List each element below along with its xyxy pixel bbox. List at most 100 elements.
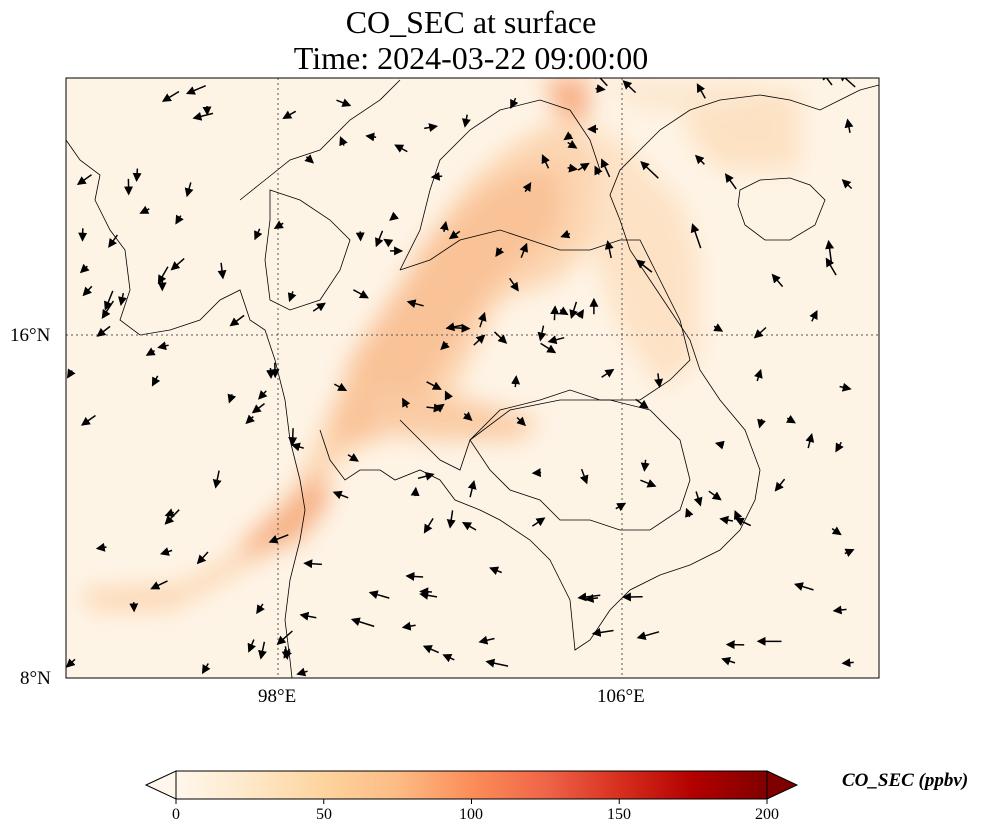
wind-arrow (721, 656, 736, 666)
wind-arrow (170, 258, 185, 271)
wind-arrow (389, 211, 399, 221)
wind-arrow (446, 510, 456, 529)
wind-arrow (567, 163, 579, 173)
wind-arrow (844, 548, 855, 557)
wind-arrow (693, 491, 703, 507)
wind-arrow (227, 393, 237, 404)
wind-arrow (132, 168, 142, 182)
wind-arrow (640, 459, 650, 472)
wind-arrow (339, 136, 348, 147)
wind-arrow (347, 453, 359, 462)
map-frame (65, 77, 880, 679)
wind-arrow (139, 205, 150, 214)
colorbar (144, 770, 799, 804)
wind-arrow (636, 631, 660, 640)
wind-arrow (537, 325, 547, 342)
wind-arrow (406, 299, 424, 309)
wind-arrow (145, 347, 156, 356)
wind-arrow (254, 228, 263, 241)
wind-arrow (579, 468, 589, 485)
wind-arrow (312, 302, 326, 312)
wind-arrow (595, 84, 606, 94)
wind-arrow (708, 490, 722, 501)
wind-arrow (493, 331, 508, 344)
wind-arrow (714, 440, 725, 450)
wind-arrow (444, 390, 453, 401)
wind-arrow (299, 611, 317, 621)
wind-arrow (287, 291, 297, 303)
wind-arrow (175, 214, 184, 225)
wind-arrow (575, 309, 585, 320)
wind-arrow (79, 263, 90, 274)
wind-arrow (273, 220, 284, 229)
wind-arrow (724, 173, 737, 190)
wind-arrow (448, 230, 461, 240)
wind-arrow (283, 648, 293, 659)
wind-arrow (118, 292, 127, 306)
wind-arrow (774, 478, 786, 492)
colorbar-gradient (175, 770, 768, 800)
wind-arrow (754, 368, 763, 382)
wind-arrow (805, 433, 815, 449)
wind-arrow (439, 220, 449, 232)
wind-arrow (467, 480, 477, 498)
wind-arrow (257, 390, 268, 400)
wind-arrow (256, 603, 265, 615)
colorbar-tick-label: 150 (607, 806, 631, 823)
wind-arrow (245, 414, 256, 425)
wind-arrow (333, 382, 348, 392)
wind-arrow (841, 658, 854, 668)
wind-arrow (757, 418, 766, 429)
wind-arrow (640, 160, 659, 179)
coastlines (66, 79, 879, 678)
wind-arrow (594, 165, 603, 176)
wind-arrow (375, 230, 384, 248)
wind-arrow (558, 306, 569, 316)
wind-arrow (251, 403, 265, 414)
wind-arrow (336, 98, 352, 107)
wind-arrow (151, 375, 161, 387)
wind-arrow (296, 667, 308, 677)
wind-arrow (212, 470, 222, 489)
wind-arrow (95, 542, 107, 552)
wind-arrow (522, 182, 532, 193)
wind-arrow (519, 242, 528, 258)
wind-arrow (104, 290, 114, 311)
wind-arrow (423, 518, 434, 534)
wind-arrow (508, 277, 519, 292)
wind-arrow (445, 322, 464, 332)
colorbar-title: CO_SEC (ppbv) (842, 770, 969, 791)
wind-arrow (690, 223, 702, 249)
wind-arrow (164, 509, 180, 525)
wind-arrow (164, 508, 175, 517)
wind-arrow (694, 154, 705, 165)
wind-arrow (422, 645, 439, 654)
wind-arrow (282, 110, 297, 119)
wind-arrow (511, 375, 521, 388)
wind-arrow (485, 658, 509, 668)
wind-arrow (268, 534, 289, 544)
wind-arrow (541, 154, 550, 169)
wind-arrow (161, 90, 180, 102)
wind-arrow (635, 398, 649, 409)
wind-arrow (600, 158, 611, 178)
wind-arrow (733, 510, 743, 524)
colorbar-tick-label: 200 (755, 806, 779, 823)
wind-arrow (80, 414, 96, 426)
wind-arrow (426, 381, 442, 390)
wind-arrow (417, 471, 435, 481)
colorbar-extend-max (766, 770, 799, 800)
wind-arrow (419, 587, 432, 597)
wind-arrow (247, 639, 256, 653)
wind-arrow (462, 411, 473, 421)
wind-arrow (258, 641, 267, 660)
wind-arrow (531, 468, 542, 478)
wind-arrow (196, 551, 209, 565)
wind-arrow (159, 547, 173, 556)
wind-arrow (383, 238, 394, 248)
wind-arrow (635, 259, 653, 273)
colorbar-tick-label: 100 (459, 806, 483, 823)
wind-arrow (368, 590, 390, 599)
wind-arrow (401, 621, 416, 631)
